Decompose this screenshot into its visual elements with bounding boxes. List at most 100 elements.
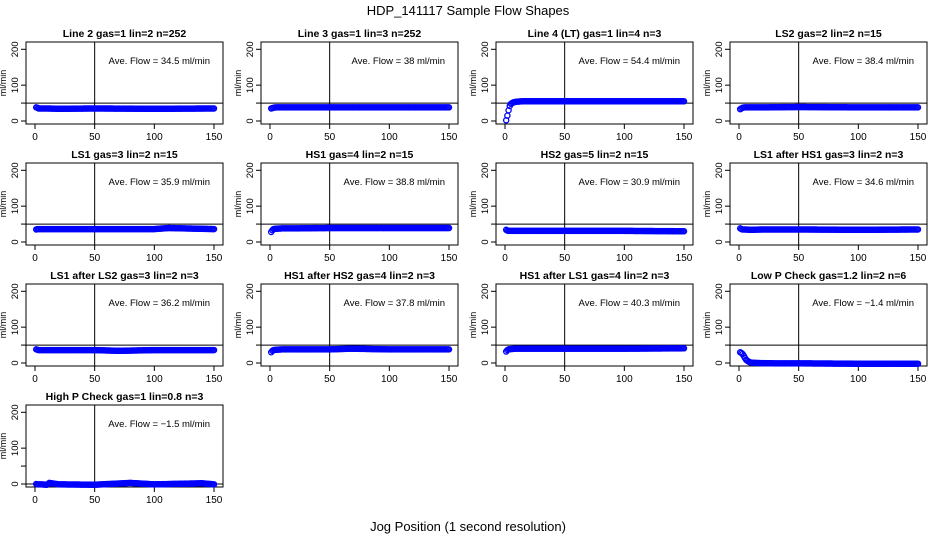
x-tick-label: 50	[89, 132, 101, 143]
x-tick-label: 50	[559, 374, 571, 385]
x-tick-label: 0	[32, 374, 38, 385]
panel-title: LS1 gas=3 lin=2 n=15	[71, 149, 178, 161]
x-tick-label: 50	[324, 374, 336, 385]
y-tick-label: 200	[714, 41, 725, 57]
x-tick-label: 150	[676, 132, 693, 143]
panel-title: Line 4 (LT) gas=1 lin=4 n=3	[528, 28, 662, 40]
plot-frame	[729, 41, 928, 125]
average-flow-annotation: Ave. Flow = 40.3 ml/min	[579, 298, 680, 309]
x-tick-label: 0	[267, 253, 273, 264]
x-tick-label: 150	[676, 253, 693, 264]
panel: HS1 after HS2 gas=4 lin=2 n=3 ml/min 0 100 2…	[233, 270, 459, 385]
x-tick-label: 100	[381, 132, 398, 143]
data-point	[210, 225, 218, 233]
x-tick-label: 100	[616, 253, 633, 264]
data-point	[445, 224, 453, 232]
x-tick-label: 0	[502, 253, 508, 264]
y-axis-label: ml/min	[0, 191, 8, 218]
average-flow-annotation: Ave. Flow = 34.5 ml/min	[109, 56, 210, 67]
plot-frame	[495, 41, 694, 125]
panel: HS1 after LS1 gas=4 lin=2 n=3 ml/min 0 100 2…	[468, 270, 694, 385]
panel-title: LS1 after HS1 gas=3 lin=2 n=3	[754, 149, 904, 161]
x-tick-label: 0	[32, 253, 38, 264]
x-tick-label: 50	[324, 253, 336, 264]
x-tick-label: 150	[441, 132, 458, 143]
y-tick-label: 100	[714, 77, 725, 93]
panel-title: HS1 gas=4 lin=2 n=15	[306, 149, 414, 161]
plot-frame	[260, 162, 459, 246]
average-flow-annotation: Ave. Flow = 36.2 ml/min	[109, 298, 210, 309]
y-axis-label: ml/min	[233, 191, 243, 218]
x-tick-label: 0	[502, 374, 508, 385]
panel: Low P Check gas=1.2 lin=2 n=6 ml/min 0 100 2…	[702, 270, 928, 385]
x-tick-label: 150	[206, 374, 223, 385]
panel-title: Line 3 gas=1 lin=3 n=252	[298, 28, 422, 40]
panel: LS2 gas=2 lin=2 n=15 ml/min 0 100 200 0 50 100 1…	[702, 28, 928, 143]
x-tick-label: 0	[32, 495, 38, 506]
x-tick-label: 0	[267, 132, 273, 143]
y-tick-label: 200	[480, 41, 491, 57]
y-tick-label: 100	[245, 198, 256, 214]
x-tick-label: 50	[324, 132, 336, 143]
y-tick-label: 200	[10, 404, 21, 420]
panel: HS2 gas=5 lin=2 n=15 ml/min 0 100 200 0 50 100 1…	[468, 149, 694, 264]
y-axis-label: ml/min	[468, 70, 478, 97]
x-tick-label: 100	[850, 253, 867, 264]
data-point	[445, 346, 453, 353]
average-flow-annotation: Ave. Flow = 30.9 ml/min	[579, 177, 680, 188]
panel: LS1 after LS2 gas=3 lin=2 n=3 ml/min 0 100 2…	[0, 270, 224, 385]
data-point	[680, 345, 688, 352]
panel: LS1 after HS1 gas=3 lin=2 n=3 ml/min 0 100 2…	[702, 149, 928, 264]
y-tick-label: 100	[714, 198, 725, 214]
data-point	[210, 105, 218, 112]
plot-frame	[25, 283, 224, 367]
y-tick-label: 0	[10, 360, 21, 365]
panel-title: Low P Check gas=1.2 lin=2 n=6	[751, 270, 906, 282]
y-axis-label: ml/min	[233, 312, 243, 339]
y-tick-label: 200	[480, 283, 491, 299]
x-tick-label: 100	[616, 132, 633, 143]
x-tick-label: 100	[616, 374, 633, 385]
average-flow-annotation: Ave. Flow = 38.8 ml/min	[344, 177, 445, 188]
figure-title: HDP_141117 Sample Flow Shapes	[367, 3, 570, 18]
x-tick-label: 150	[206, 495, 223, 506]
y-tick-label: 200	[10, 162, 21, 178]
y-tick-label: 100	[10, 77, 21, 93]
panel: Line 3 gas=1 lin=3 n=252 ml/min 0 100 200 0 50…	[233, 28, 459, 143]
y-tick-label: 0	[245, 118, 256, 123]
y-tick-label: 100	[714, 319, 725, 335]
y-tick-label: 100	[245, 77, 256, 93]
y-tick-label: 200	[245, 162, 256, 178]
average-flow-annotation: Ave. Flow = 54.4 ml/min	[579, 56, 680, 67]
y-axis-label: ml/min	[0, 70, 8, 97]
y-axis-label: ml/min	[468, 191, 478, 218]
y-tick-label: 0	[714, 239, 725, 244]
y-axis-label: ml/min	[702, 312, 712, 339]
x-tick-label: 150	[441, 374, 458, 385]
panel-title: LS2 gas=2 lin=2 n=15	[775, 28, 882, 40]
plot-frame	[495, 162, 694, 246]
x-tick-label: 100	[381, 253, 398, 264]
y-axis-label: ml/min	[468, 312, 478, 339]
x-tick-label: 50	[793, 374, 805, 385]
average-flow-annotation: Ave. Flow = 38.4 ml/min	[813, 56, 914, 67]
data-point	[914, 104, 922, 111]
panel: LS1 gas=3 lin=2 n=15 ml/min 0 100 200 0 50 100 1…	[0, 149, 224, 264]
average-flow-annotation: Ave. Flow = 35.9 ml/min	[109, 177, 210, 188]
y-tick-label: 200	[245, 41, 256, 57]
x-tick-label: 100	[381, 374, 398, 385]
y-tick-label: 0	[10, 239, 21, 244]
y-tick-label: 0	[480, 118, 491, 123]
x-tick-label: 0	[736, 374, 742, 385]
plot-frame	[260, 283, 459, 367]
y-tick-label: 0	[245, 360, 256, 365]
x-tick-label: 0	[736, 253, 742, 264]
y-tick-label: 200	[480, 162, 491, 178]
y-tick-label: 0	[480, 360, 491, 365]
x-tick-label: 100	[850, 132, 867, 143]
average-flow-annotation: Ave. Flow = 34.6 ml/min	[813, 177, 914, 188]
panel-title: HS2 gas=5 lin=2 n=15	[541, 149, 649, 161]
x-tick-label: 100	[146, 495, 163, 506]
data-point	[210, 481, 218, 488]
panel: High P Check gas=1 lin=0.8 n=3 ml/min 0 100…	[0, 391, 224, 506]
